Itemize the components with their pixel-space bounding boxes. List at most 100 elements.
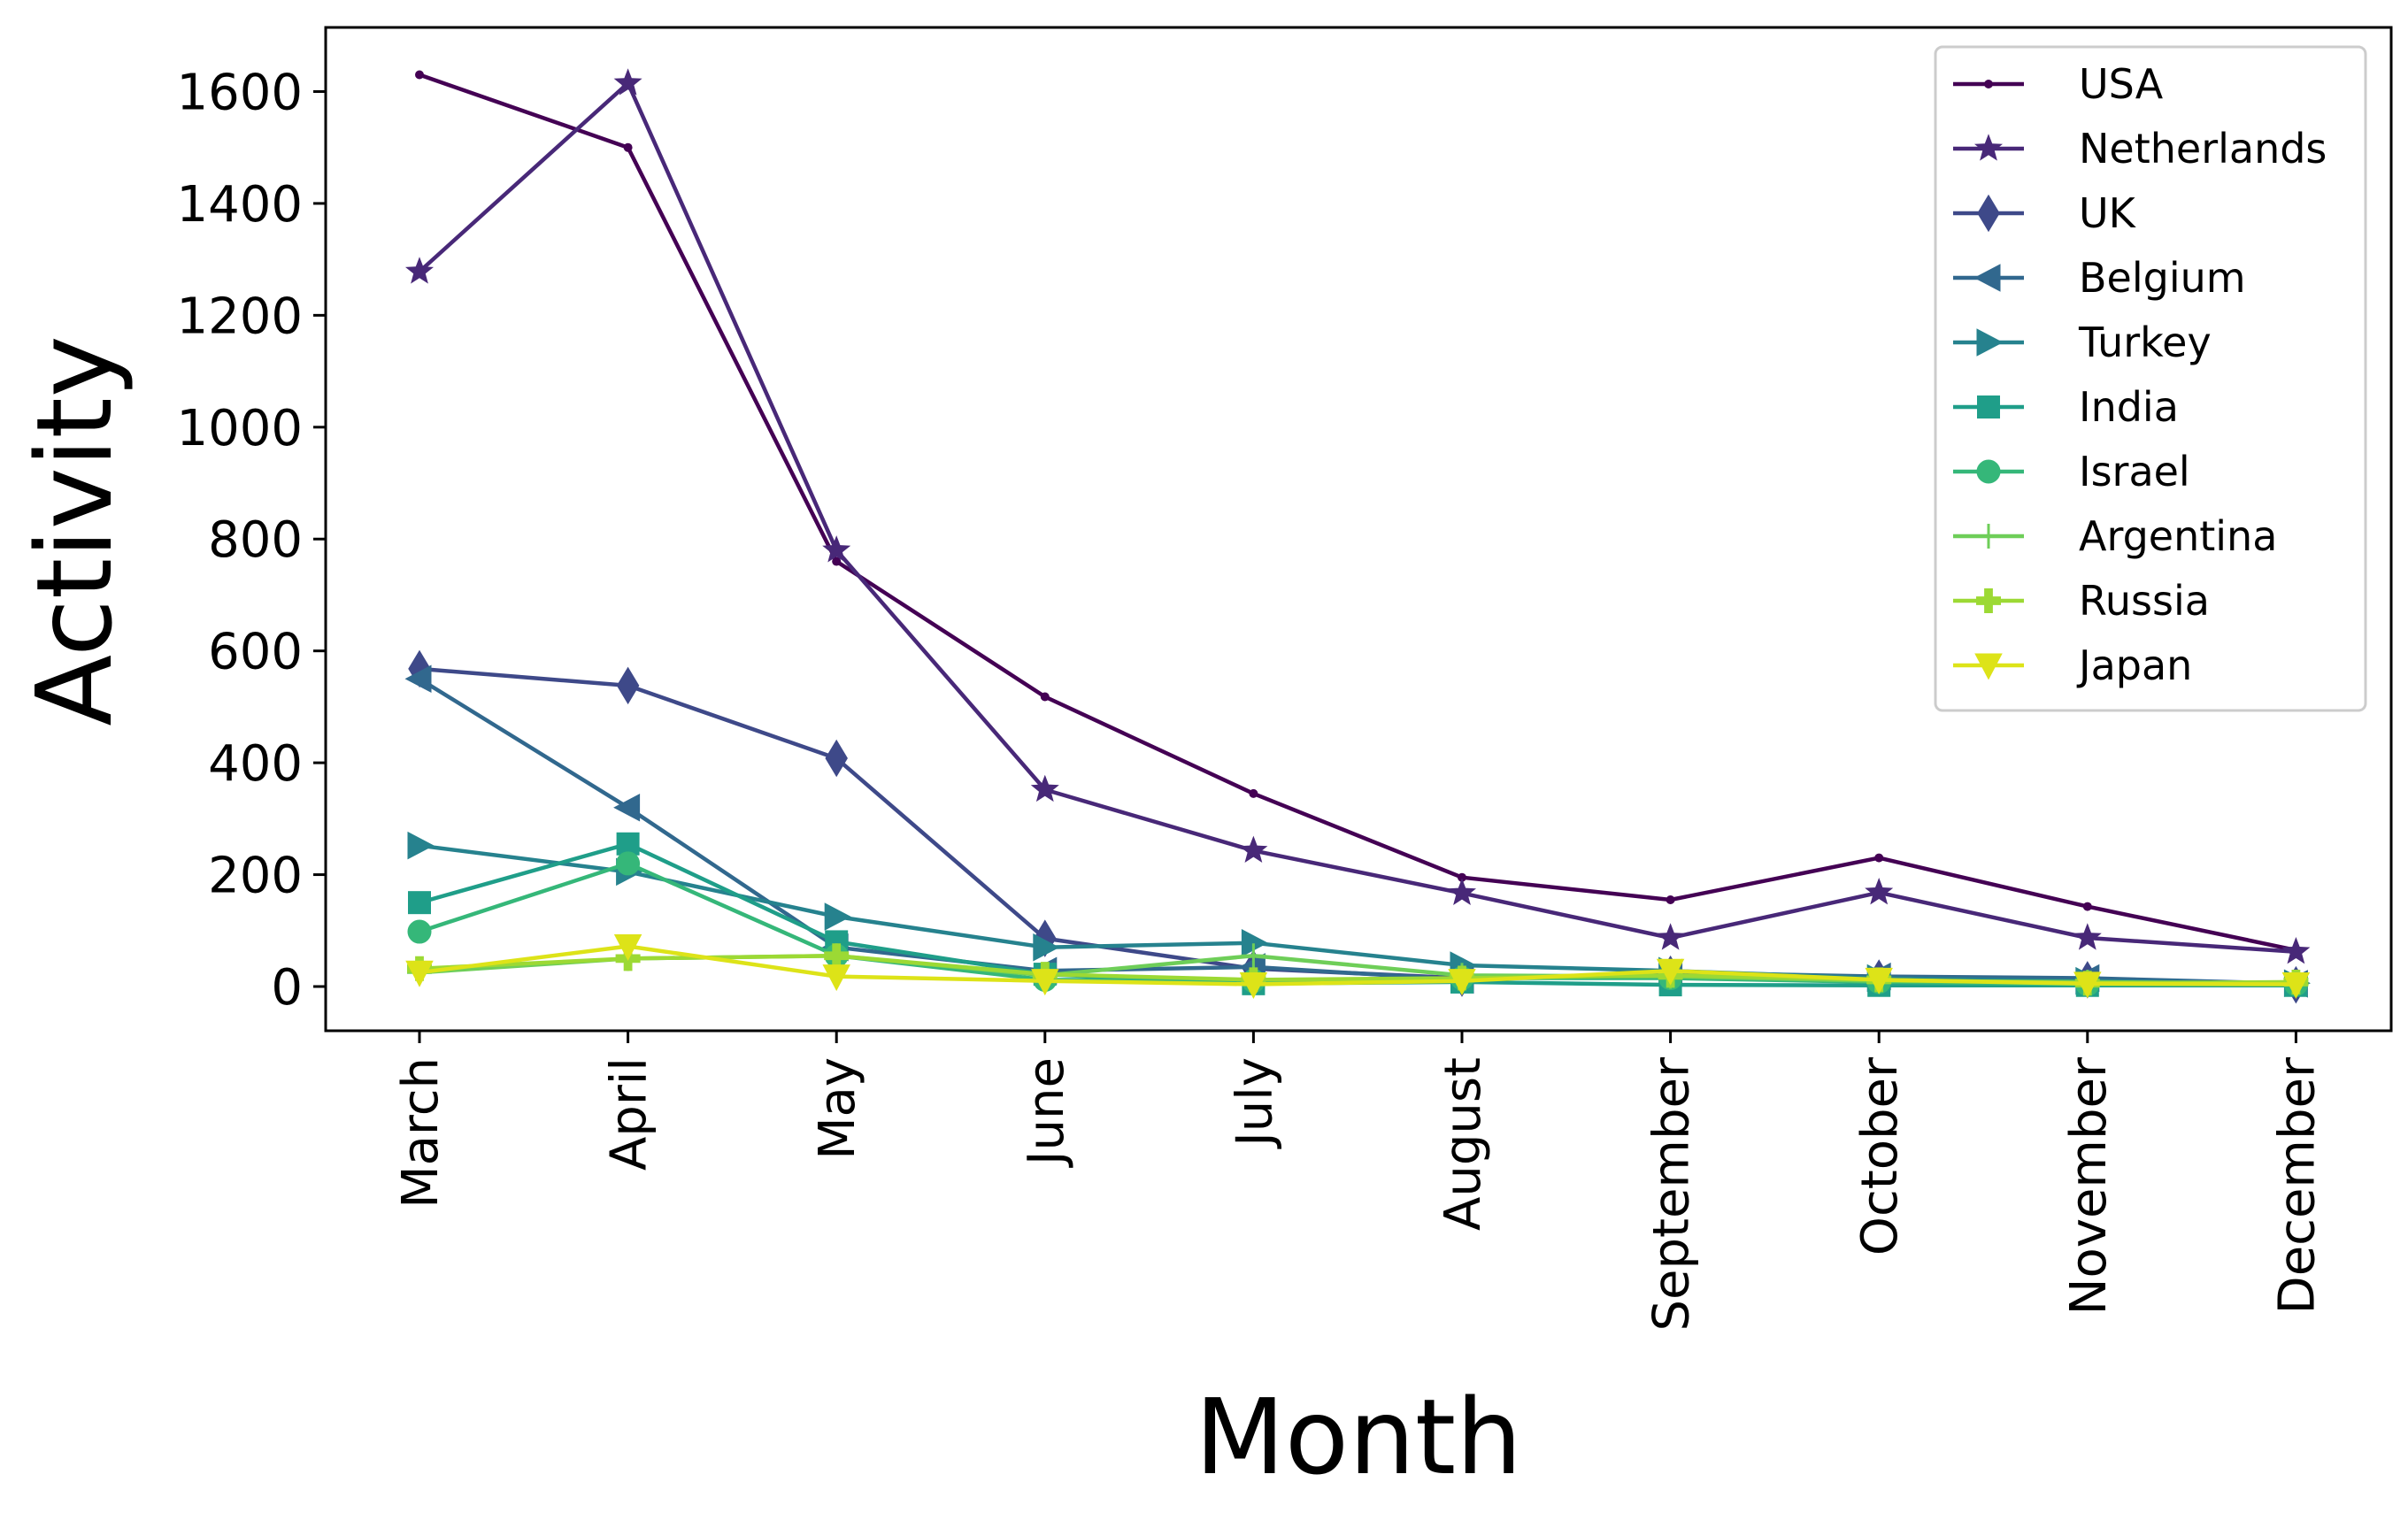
x-tick-label: August xyxy=(1435,1057,1492,1231)
legend-label: UK xyxy=(2079,189,2137,237)
data-point xyxy=(1241,928,1268,957)
data-point xyxy=(2281,971,2311,999)
legend-box xyxy=(1934,45,2367,712)
data-point xyxy=(822,535,851,563)
legend-label: Russia xyxy=(2079,577,2210,625)
data-point xyxy=(1239,835,1268,863)
series-line xyxy=(418,677,2296,987)
data-point xyxy=(2073,923,2102,950)
data-point xyxy=(1666,895,1675,905)
x-tick-label: December xyxy=(2268,1056,2326,1314)
legend-item: UK xyxy=(1953,189,2137,237)
y-tick-label: 400 xyxy=(208,735,303,793)
data-point xyxy=(1448,969,1476,996)
data-point xyxy=(1865,967,1893,994)
data-point xyxy=(1656,958,1685,986)
data-point xyxy=(1040,692,1050,702)
x-tick-label: July xyxy=(1226,1057,1283,1149)
x-tick-label: October xyxy=(1851,1056,1909,1255)
x-tick-label: March xyxy=(392,1057,450,1209)
data-point xyxy=(824,943,850,969)
data-point xyxy=(1874,853,1884,863)
plot-frame xyxy=(324,26,2393,1033)
series-usa xyxy=(415,70,2301,955)
x-tick-label: September xyxy=(1643,1056,1701,1332)
data-point xyxy=(404,664,432,694)
legend-item: USA xyxy=(1953,60,2164,108)
data-point xyxy=(822,964,850,992)
data-point xyxy=(824,902,851,931)
legend-label: USA xyxy=(2079,60,2164,108)
legend-marker xyxy=(1974,653,2003,680)
legend-label: Belgium xyxy=(2079,254,2246,302)
x-tick-label: May xyxy=(809,1057,866,1160)
y-tick-label: 1200 xyxy=(176,288,303,345)
legend-marker xyxy=(1976,588,2001,613)
legend-marker xyxy=(1976,459,2001,484)
series-belgium xyxy=(404,664,2308,998)
y-axis-title: Activity xyxy=(13,335,135,726)
data-point xyxy=(1241,943,1266,969)
data-point xyxy=(2082,902,2092,911)
legend-label: Netherlands xyxy=(2079,125,2327,173)
series-russia xyxy=(407,943,2309,996)
data-point xyxy=(1656,923,1685,950)
data-point xyxy=(832,557,842,566)
legend: USA Netherlands UK Belgium Turkey India Israel… xyxy=(1934,45,2367,712)
series-layer xyxy=(404,68,2311,1004)
data-point xyxy=(1031,969,1059,996)
legend-item: Russia xyxy=(1953,577,2210,625)
y-tick-label: 800 xyxy=(208,511,303,569)
y-tick-label: 1400 xyxy=(176,176,303,234)
data-point xyxy=(405,257,434,284)
data-point xyxy=(415,70,424,80)
series-line xyxy=(419,666,2296,987)
data-point xyxy=(2073,971,2102,999)
x-tick-label: November xyxy=(2060,1056,2118,1315)
legend-label: Israel xyxy=(2079,448,2190,495)
series-line xyxy=(418,81,2296,955)
x-axis: March April May June July August September Octo… xyxy=(392,1031,2326,1332)
legend-marker xyxy=(1977,194,2000,233)
y-tick-label: 1000 xyxy=(176,400,303,457)
y-tick-label: 600 xyxy=(208,624,303,681)
legend-marker xyxy=(1976,328,2004,357)
x-tick-label: June xyxy=(1018,1057,1075,1168)
legend-label: Japan xyxy=(2076,641,2192,689)
legend-marker xyxy=(1974,134,2003,161)
data-point xyxy=(1448,878,1476,905)
legend-marker xyxy=(1976,524,2001,549)
data-point xyxy=(613,933,642,961)
legend-marker xyxy=(1977,395,2000,418)
y-axis: 0 200 400 600 800 1000 1200 1400 1600 xyxy=(176,64,326,1017)
data-point xyxy=(1033,933,1060,962)
data-point xyxy=(407,831,435,860)
data-point xyxy=(1030,774,1059,802)
legend-item: Netherlands xyxy=(1953,125,2327,173)
legend-item: Japan xyxy=(1953,641,2192,689)
data-point xyxy=(623,142,633,152)
legend-label: India xyxy=(2079,383,2179,431)
x-tick-label: April xyxy=(601,1057,658,1171)
data-point xyxy=(616,666,640,705)
data-point xyxy=(1865,878,1894,905)
data-point xyxy=(613,793,641,822)
data-point xyxy=(1249,788,1258,798)
data-point xyxy=(616,851,641,876)
legend-item: Argentina xyxy=(1953,512,2277,560)
data-point xyxy=(407,919,432,944)
series-argentina xyxy=(407,943,2309,996)
legend-item: Belgium xyxy=(1953,254,2246,302)
data-point xyxy=(613,68,642,96)
series-netherlands xyxy=(405,68,2311,964)
data-point xyxy=(1239,971,1268,999)
data-point xyxy=(2281,937,2311,964)
legend-marker xyxy=(1984,80,1993,88)
data-point xyxy=(405,960,434,987)
legend-item: Israel xyxy=(1953,448,2190,495)
x-axis-title: Month xyxy=(1195,1376,1522,1498)
y-tick-label: 1600 xyxy=(176,64,303,121)
legend-marker xyxy=(1973,264,2001,292)
legend-label: Argentina xyxy=(2079,512,2277,560)
